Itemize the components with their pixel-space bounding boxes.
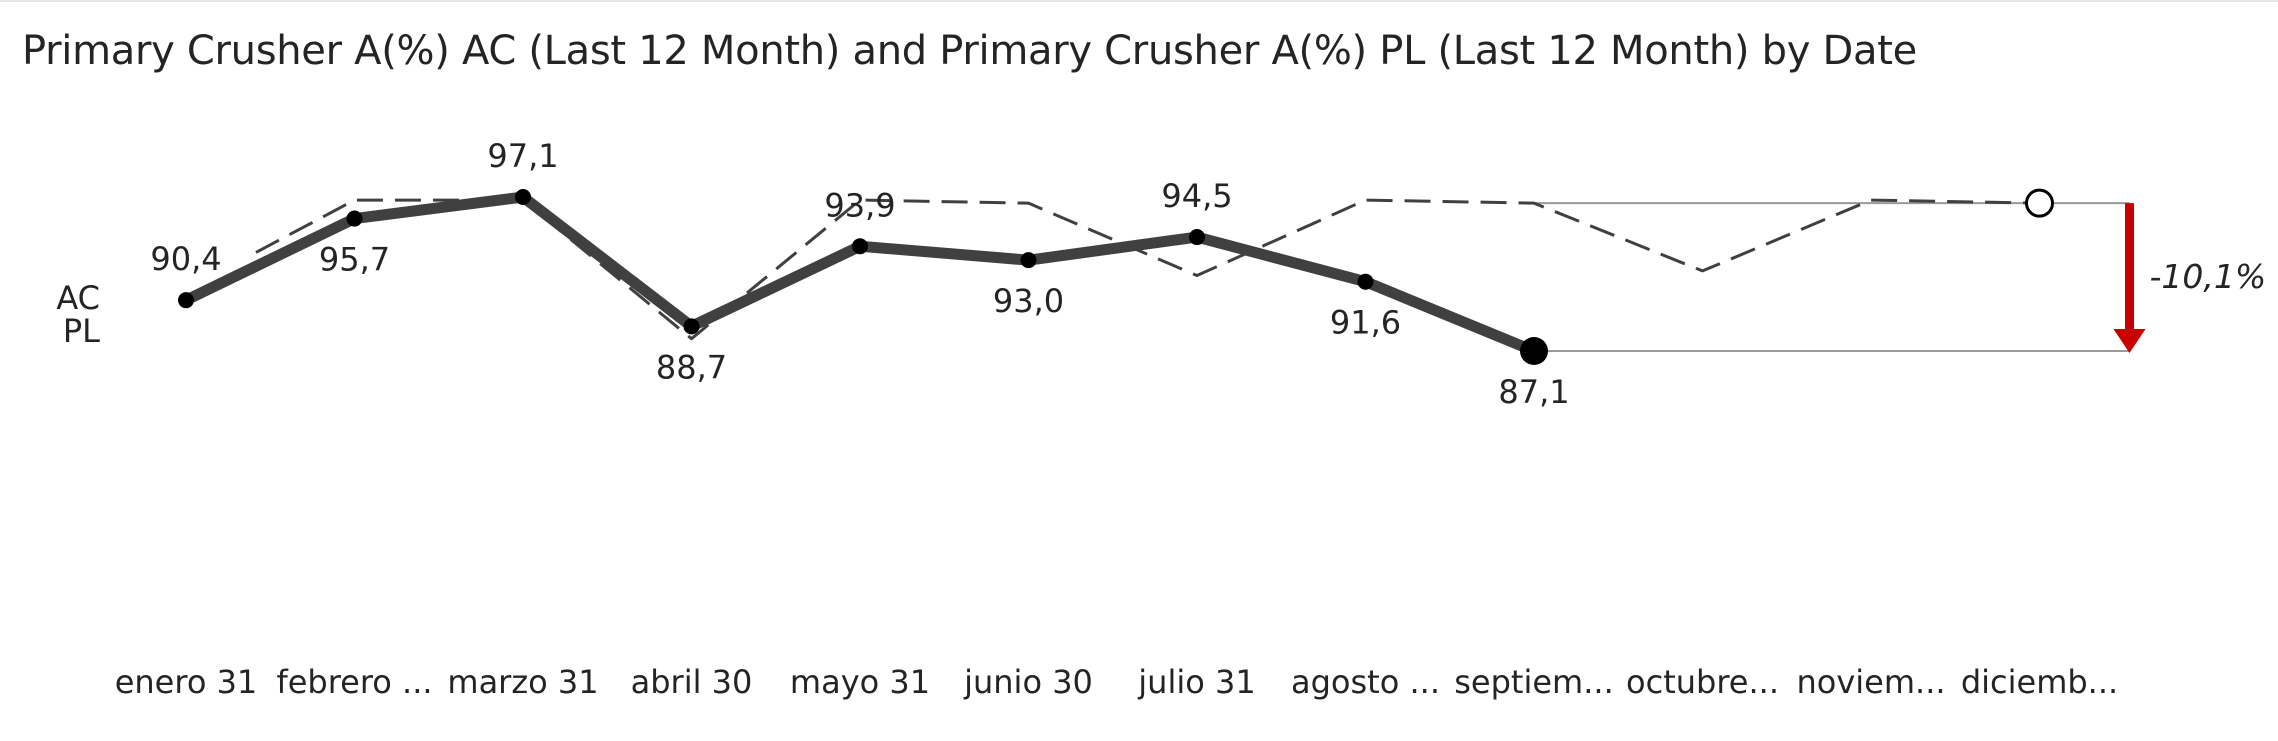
- ac-data-point: [1020, 252, 1037, 269]
- data-label: 97,1: [487, 137, 558, 175]
- x-tick-label: septiem...: [1454, 663, 1613, 701]
- x-tick-label: noviem...: [1796, 663, 1945, 701]
- row-label-ac: AC: [56, 279, 100, 317]
- x-tick-label: enero 31: [115, 663, 258, 701]
- ac-data-point: [1357, 273, 1374, 290]
- data-label: 88,7: [656, 348, 727, 386]
- data-label: 94,5: [1161, 177, 1232, 215]
- ac-data-point: [1520, 337, 1548, 365]
- x-tick-label: febrero ...: [276, 663, 432, 701]
- series-line-pl: [255, 198, 2040, 341]
- x-tick-label: mayo 31: [790, 663, 930, 701]
- x-tick-label: julio 31: [1137, 663, 1255, 701]
- ac-data-point: [1189, 229, 1205, 246]
- x-tick-label: octubre...: [1626, 663, 1779, 701]
- x-tick-label: diciemb...: [1961, 663, 2118, 701]
- x-tick-label: junio 30: [963, 663, 1093, 701]
- ac-data-point: [515, 189, 531, 205]
- data-label: 87,1: [1498, 373, 1569, 411]
- x-tick-label: marzo 31: [447, 663, 598, 701]
- data-label: 93,9: [824, 186, 895, 224]
- ac-data-point: [346, 210, 363, 227]
- row-label-pl: PL: [63, 312, 100, 350]
- variance-arrow-head: [2113, 329, 2146, 353]
- ac-data-point: [683, 318, 700, 335]
- data-label: 95,7: [319, 241, 390, 279]
- variance-label: -10,1%: [2150, 257, 2267, 296]
- ac-data-point: [178, 292, 194, 309]
- x-tick-label: agosto ...: [1291, 663, 1440, 701]
- top-divider: [0, 0, 2278, 2]
- data-label: 91,6: [1330, 304, 1401, 342]
- ac-data-point: [852, 238, 868, 255]
- pl-end-marker: [2025, 188, 2054, 218]
- data-label: 93,0: [993, 282, 1064, 320]
- x-tick-label: abril 30: [631, 663, 753, 701]
- data-label: 90,4: [150, 240, 221, 278]
- chart-title: Primary Crusher A(%) AC (Last 12 Month) …: [22, 28, 1917, 74]
